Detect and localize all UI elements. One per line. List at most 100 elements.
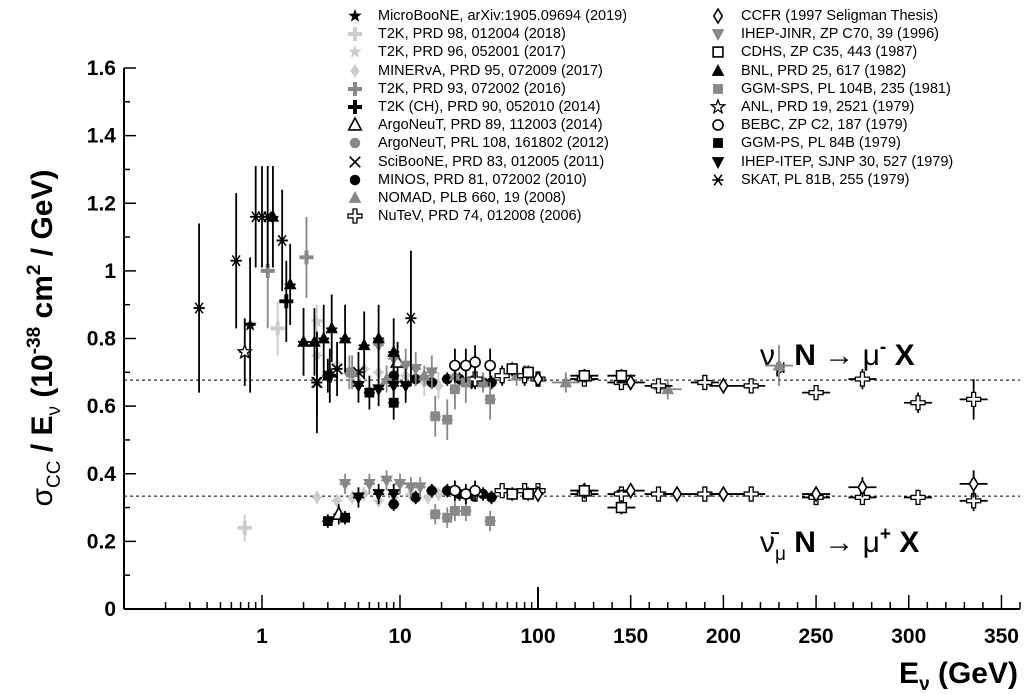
- legend-marker-icon: [711, 156, 725, 169]
- data-point: [484, 510, 496, 532]
- legend-label: NOMAD, PLB 660, 19 (2008): [378, 189, 566, 206]
- data-point: [393, 473, 407, 495]
- data-point: [449, 480, 461, 501]
- data-point: [484, 348, 496, 383]
- data-point: [690, 374, 719, 391]
- data-point: [449, 500, 461, 522]
- data-point: [243, 257, 257, 393]
- data-point: [802, 485, 831, 503]
- data-point: [311, 331, 323, 434]
- data-point: [469, 345, 481, 380]
- legend-marker-icon: [713, 83, 723, 94]
- data-point: [494, 483, 510, 499]
- data-point: [387, 368, 400, 403]
- data-point: [532, 370, 544, 388]
- data-point: [429, 395, 441, 437]
- data-point: [270, 301, 285, 356]
- data-point: [476, 372, 490, 393]
- y-axis-title: σCC / Eν (10-38 cm2 / GeV): [24, 170, 65, 507]
- x-axis-title: Eν (GeV): [899, 657, 1018, 694]
- data-point: [352, 487, 365, 508]
- data-point: [522, 487, 534, 501]
- data-point: [644, 378, 673, 394]
- data-point: [339, 510, 351, 525]
- data-point: [299, 216, 314, 298]
- data-point: [522, 365, 534, 380]
- data-point: [429, 504, 441, 525]
- x-tick-label: 200: [706, 625, 741, 648]
- data-point: [904, 489, 933, 506]
- data-point: [460, 483, 472, 505]
- legend-label: CDHS, ZP C35, 443 (1987): [741, 44, 918, 61]
- data-point: [485, 490, 497, 505]
- legend-marker-icon: [348, 190, 362, 203]
- legend-marker-icon: [713, 138, 723, 149]
- y-tick-label: 0: [104, 598, 116, 621]
- data-point: [570, 368, 599, 383]
- data-point: [297, 308, 310, 376]
- x-tick-label: 250: [799, 625, 834, 648]
- data-point: [426, 483, 438, 498]
- data-point: [413, 477, 427, 498]
- data-point: [193, 223, 205, 393]
- legend-label: GGM-PS, PL 84B (1979): [741, 135, 901, 152]
- nu-process-label: νμ N → μ- X: [760, 337, 915, 378]
- legend-marker-icon: [711, 29, 725, 42]
- legend-marker-icon: [348, 81, 362, 96]
- legend-label: IHEP-JINR, ZP C70, 39 (1996): [741, 26, 939, 43]
- legend-marker-icon: [347, 208, 363, 224]
- data-point: [570, 483, 599, 498]
- legend-marker-icon: [349, 174, 361, 185]
- data-point: [404, 477, 418, 498]
- legend-marker-icon: [709, 98, 727, 115]
- data-point: [322, 358, 334, 393]
- data-point: [357, 311, 371, 380]
- legend-label: SciBooNE, PRD 83, 012005 (2011): [378, 153, 605, 170]
- legend-label: BNL, PRD 25, 617 (1982): [741, 62, 907, 79]
- y-tick-label: 0.8: [87, 328, 117, 351]
- data-point: [532, 485, 544, 503]
- nubar-process-label: ν̄μ N → μ+ X: [760, 524, 919, 565]
- data-point: [380, 470, 393, 491]
- legend-label: BEBC, ZP C2, 187 (1979): [741, 117, 908, 134]
- data-point: [237, 514, 252, 542]
- data-point: [737, 486, 766, 502]
- legend-label: MicroBooNE, arXiv:1905.09694 (2019): [378, 8, 628, 24]
- data-point: [425, 355, 439, 390]
- data-point: [317, 304, 331, 373]
- data-point: [607, 368, 636, 383]
- data-point: [236, 318, 254, 386]
- legend-label: T2K, PRD 98, 012004 (2018): [378, 26, 566, 43]
- data-point: [709, 485, 738, 503]
- data-point: [345, 355, 359, 390]
- data-point: [262, 166, 274, 268]
- data-point: [551, 372, 580, 393]
- data-point: [338, 473, 352, 495]
- data-point: [709, 377, 738, 395]
- legend-marker-icon: [350, 63, 360, 78]
- data-point: [663, 485, 692, 503]
- data-point: [959, 379, 988, 420]
- data-point: [959, 470, 988, 498]
- data-point: [363, 473, 376, 495]
- legend-marker-icon: [711, 63, 725, 76]
- data-point: [848, 368, 877, 390]
- data-point: [399, 368, 413, 403]
- legend-marker-icon: [347, 116, 363, 131]
- legend-label: ANL, PRD 19, 2521 (1979): [741, 98, 915, 115]
- data-point: [494, 365, 510, 386]
- data-point: [484, 379, 496, 420]
- data-point: [802, 384, 831, 401]
- x-tick-label: 150: [613, 625, 648, 648]
- legend-marker-icon: [349, 138, 361, 149]
- x-tick-label: 1: [256, 625, 268, 648]
- data-point: [616, 482, 645, 500]
- x-tick-label: 10: [388, 625, 411, 648]
- data-point: [469, 480, 481, 501]
- data-point: [283, 243, 297, 325]
- x-tick-label: 100: [520, 625, 555, 648]
- data-point: [737, 378, 766, 394]
- data-point: [276, 189, 288, 292]
- y-tick-label: 0.4: [87, 463, 117, 486]
